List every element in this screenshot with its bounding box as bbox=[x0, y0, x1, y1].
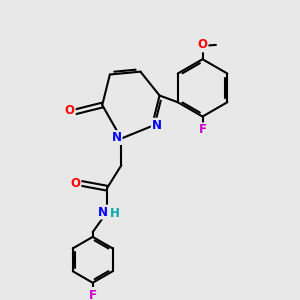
Text: O: O bbox=[65, 104, 75, 117]
Text: N: N bbox=[112, 131, 122, 144]
Text: N: N bbox=[152, 118, 162, 132]
Text: N: N bbox=[98, 206, 108, 219]
Text: O: O bbox=[197, 38, 208, 51]
Text: O: O bbox=[70, 177, 80, 190]
Text: H: H bbox=[110, 208, 120, 220]
Text: F: F bbox=[89, 289, 97, 300]
Text: F: F bbox=[199, 123, 206, 136]
